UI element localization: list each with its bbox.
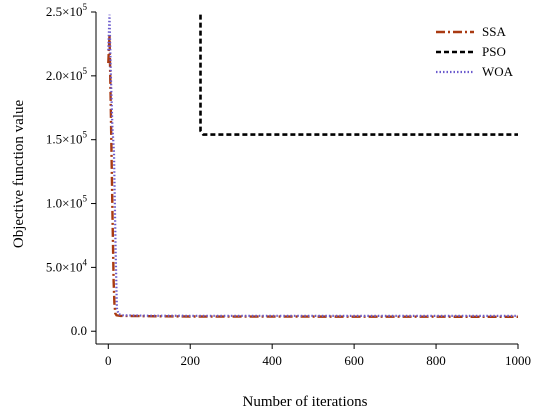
- x-axis-ticks: 0 200 400 600 800 1000: [105, 344, 531, 368]
- y-axis-title: Objective function value: [11, 100, 27, 249]
- x-tick-label: 400: [262, 353, 282, 368]
- x-tick-label: 200: [180, 353, 200, 368]
- legend-label-ssa: SSA: [482, 24, 506, 39]
- series-line-ssa: [107, 34, 519, 318]
- series-line-woa: [107, 14, 519, 317]
- legend-label-pso: PSO: [482, 44, 506, 59]
- axes: [95, 12, 518, 345]
- x-tick-label: 800: [426, 353, 446, 368]
- y-tick-label: 2.0×105: [46, 66, 88, 83]
- y-tick-label: 0.0: [71, 323, 87, 338]
- y-tick-label: 5.0×104: [46, 257, 88, 274]
- y-tick-label: 1.5×105: [46, 130, 88, 147]
- y-axis-ticks: 0.0 5.0×104 1.0×105 1.5×105 2.0×105 2.5×105: [46, 2, 96, 338]
- x-tick-label: 0: [105, 353, 112, 368]
- series-line-pso: [199, 14, 518, 136]
- x-axis-title: Number of iterations: [243, 394, 368, 410]
- legend-label-woa: WOA: [482, 64, 514, 79]
- y-tick-label: 1.0×105: [46, 194, 88, 211]
- y-tick-label: 2.5×105: [46, 2, 88, 19]
- legend: SSA PSO WOA: [436, 24, 514, 79]
- series-lines: [107, 14, 519, 318]
- x-tick-label: 600: [344, 353, 364, 368]
- x-tick-label: 1000: [505, 353, 531, 368]
